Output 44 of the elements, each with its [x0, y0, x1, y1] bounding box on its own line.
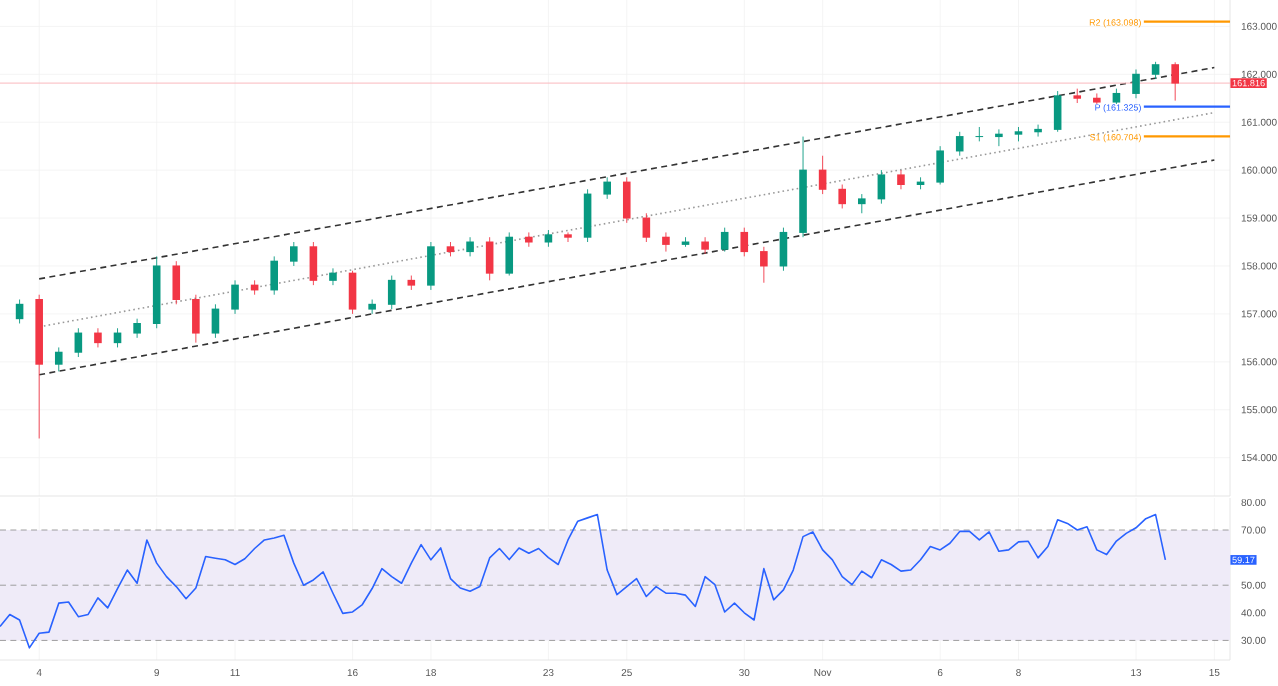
candlestick	[485, 236, 494, 281]
candlestick	[622, 176, 631, 224]
candlestick	[368, 299, 376, 315]
candlestick	[877, 169, 886, 205]
candlestick	[15, 299, 24, 324]
candlestick	[505, 231, 514, 276]
candlestick	[309, 241, 318, 286]
candlestick	[936, 145, 944, 185]
candlestick	[740, 227, 749, 257]
candlestick	[1132, 69, 1140, 99]
candlestick	[1053, 90, 1062, 133]
candlestick	[1171, 61, 1179, 102]
candlestick	[289, 241, 298, 267]
candlestick	[897, 169, 905, 190]
candlestick	[701, 236, 709, 255]
candlestick	[838, 184, 847, 209]
candlestick	[603, 176, 611, 200]
candlestick	[857, 193, 866, 214]
candlestick	[564, 231, 572, 243]
candlestick	[348, 270, 357, 315]
candlestick	[955, 131, 964, 157]
candlestick	[466, 236, 474, 257]
line-series	[0, 513, 1167, 649]
candlestick	[427, 241, 435, 291]
candlestick	[760, 246, 768, 284]
candlestick	[779, 227, 788, 272]
candlestick	[74, 327, 83, 358]
candlestick	[231, 279, 239, 315]
candlestick	[211, 303, 220, 339]
candlestick	[818, 155, 827, 195]
candlestick	[642, 212, 651, 243]
candlestick	[387, 275, 396, 310]
candlestick	[329, 267, 337, 286]
candlestick	[720, 227, 729, 253]
candlestick	[1034, 124, 1042, 138]
candlestick	[172, 260, 181, 305]
candlestick	[583, 188, 592, 243]
candlestick	[54, 346, 63, 372]
candlestick	[133, 318, 141, 339]
candlestick	[270, 255, 279, 296]
candlestick	[995, 128, 1003, 147]
candlestick	[94, 327, 102, 348]
candlestick	[662, 231, 670, 253]
candlestick	[192, 294, 200, 344]
